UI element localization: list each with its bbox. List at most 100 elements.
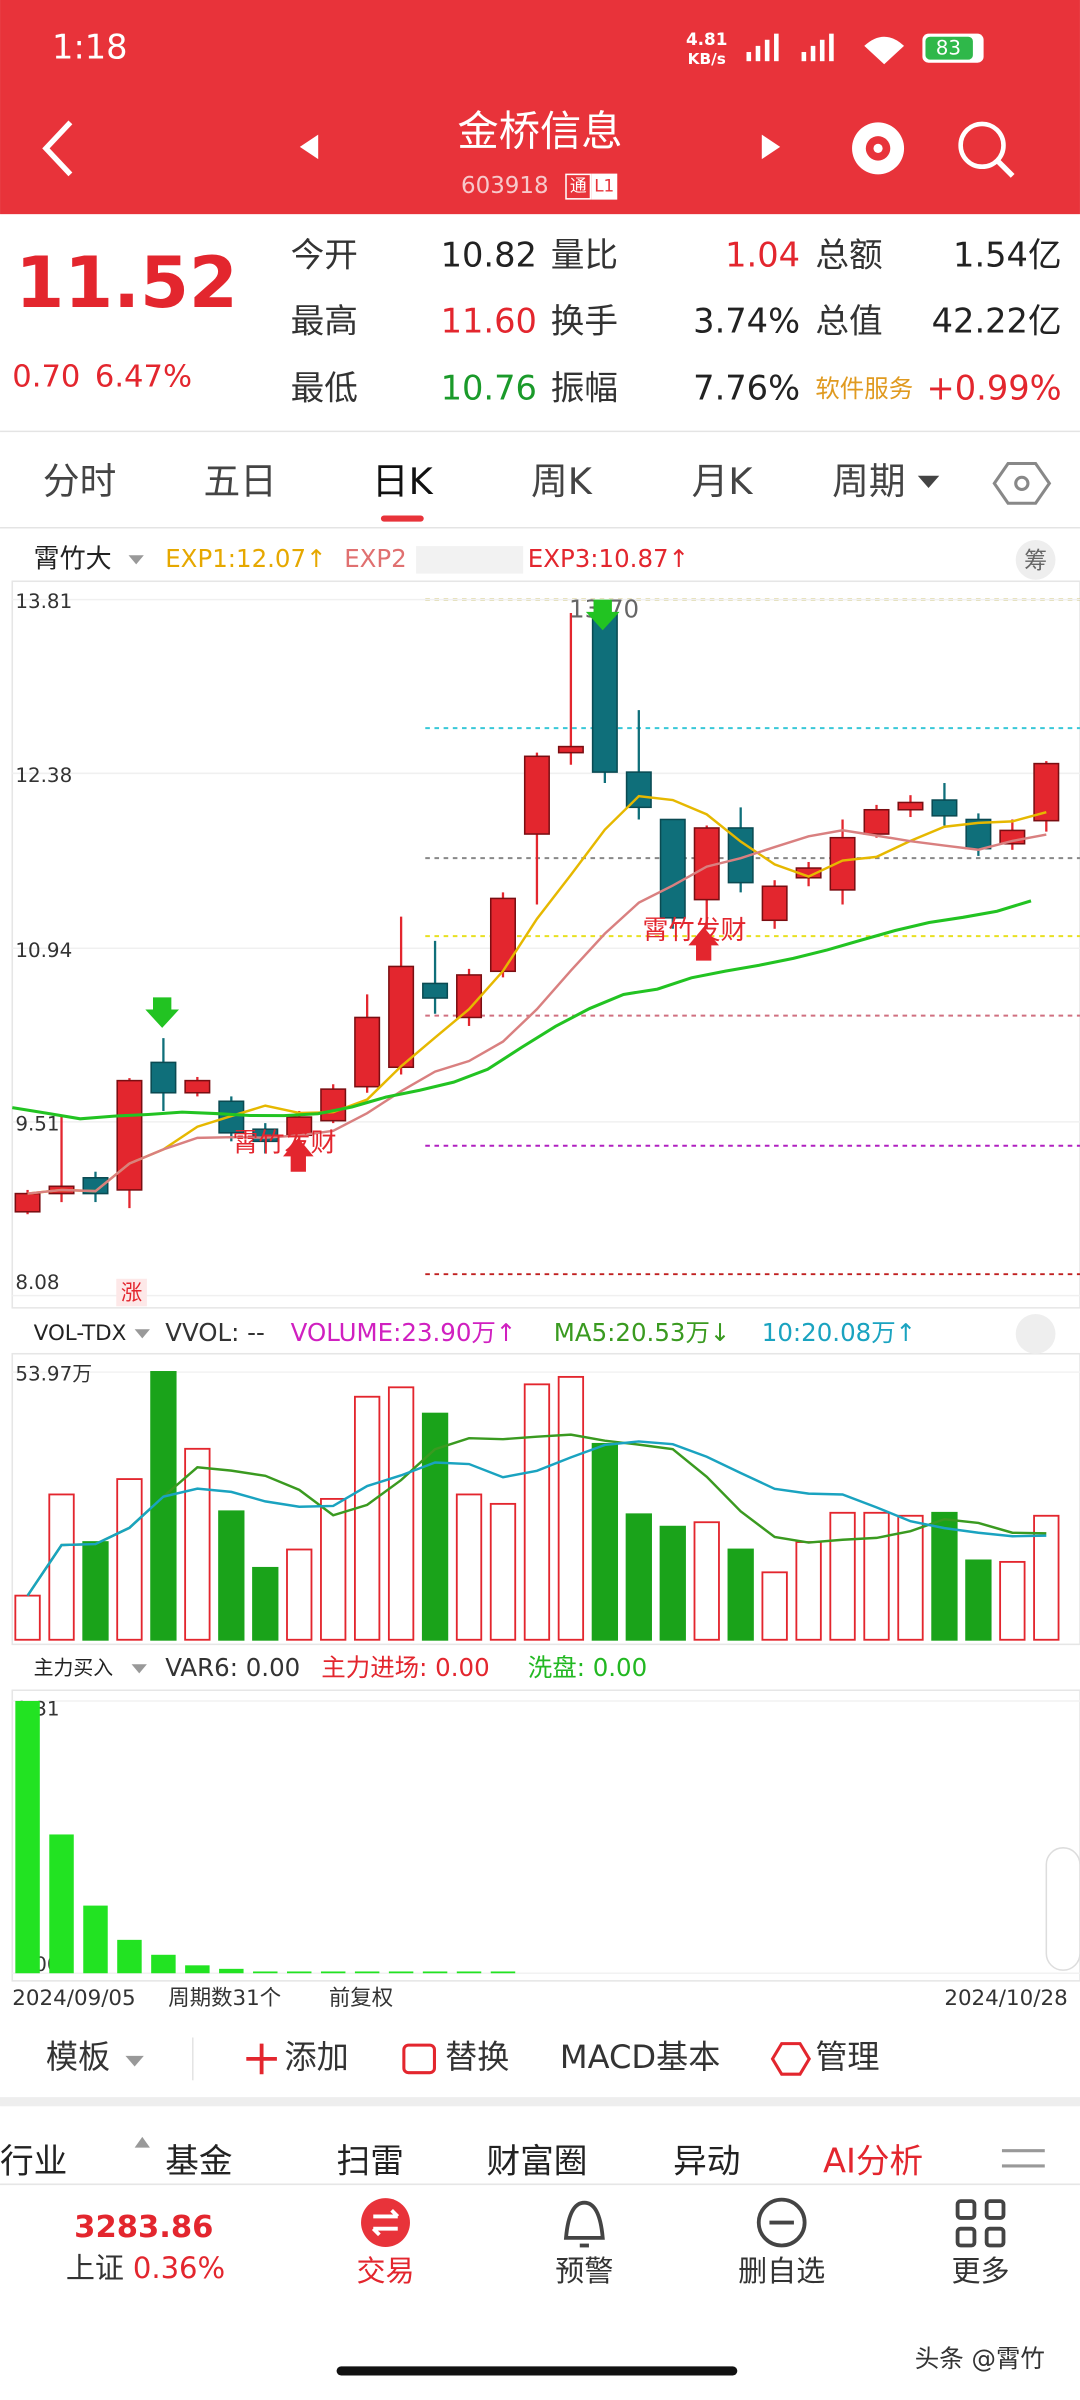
back-button[interactable]	[42, 120, 73, 177]
bottom-nav-item[interactable]: 预警	[555, 2254, 613, 2288]
battery-level: 83	[936, 36, 961, 59]
volume-bar	[14, 1594, 41, 1641]
period-tab[interactable]: 五日	[203, 460, 276, 503]
quote-value: +0.99%	[927, 369, 1062, 408]
quote-value: 10.82	[441, 235, 537, 274]
badge: 通	[570, 176, 587, 196]
toolbar-button[interactable]: 管理	[815, 2038, 879, 2076]
index-change: 0.36%	[133, 2251, 225, 2285]
remove-icon[interactable]	[756, 2197, 807, 2248]
nav-tab[interactable]: 行业	[0, 2141, 67, 2180]
indicator-legend: VVOL: --	[165, 1318, 265, 1347]
quote-label: 量比	[551, 235, 618, 274]
volume-bar	[931, 1511, 958, 1641]
indicator-legend: VOLUME:23.90万↑	[291, 1318, 517, 1347]
net-unit: KB/s	[688, 50, 726, 68]
quote-value: 42.22亿	[932, 301, 1062, 340]
candle-body	[320, 1088, 347, 1122]
volume-bar	[625, 1513, 652, 1641]
candle-body	[761, 885, 788, 922]
toolbar-button[interactable]: 模板	[46, 2038, 110, 2076]
search-icon[interactable]	[958, 121, 1015, 178]
up-arrow	[688, 926, 719, 961]
settings-hexagon[interactable]	[992, 461, 1052, 505]
toolbar-button[interactable]: 添加	[285, 2038, 349, 2076]
sub-bar	[388, 1971, 414, 1974]
dropdown-caret	[134, 1329, 150, 1339]
period-tab[interactable]: 日K	[372, 460, 434, 503]
volume-bar	[353, 1395, 381, 1641]
quote-value: 11.60	[441, 301, 537, 340]
sub-bar	[422, 1971, 448, 1974]
change: 0.70	[12, 359, 80, 394]
scroll-handle[interactable]	[1045, 1847, 1080, 1971]
chip-button[interactable]: 筹	[1024, 548, 1047, 574]
indicator-name: 霄竹大	[34, 544, 112, 574]
candle-body	[354, 1016, 381, 1088]
quote-label: 软件服务	[815, 374, 913, 403]
toolbar-button[interactable]: MACD基本	[560, 2038, 720, 2076]
period-tab[interactable]: 周K	[531, 460, 593, 503]
nav-tab[interactable]: 财富圈	[486, 2141, 587, 2180]
dropdown-caret	[917, 475, 940, 488]
sub-bar	[253, 1971, 278, 1974]
price-frame	[11, 580, 1080, 1309]
expand-button[interactable]	[1015, 1313, 1056, 1354]
net-speed: 4.81	[686, 29, 727, 49]
robot-icon[interactable]	[852, 122, 905, 175]
active-tab-underline	[380, 515, 424, 522]
down-arrow	[585, 599, 620, 631]
nav-tab[interactable]: AI分析	[823, 2141, 923, 2180]
blurred-region	[416, 546, 524, 574]
chip-button-bg[interactable]	[1015, 539, 1056, 580]
volume-bar	[557, 1375, 585, 1641]
candle-body	[557, 745, 584, 754]
period-tab[interactable]: 月K	[692, 460, 754, 503]
volume-bar	[455, 1493, 483, 1641]
next-stock[interactable]	[761, 134, 781, 160]
stock-code: 603918	[461, 173, 549, 199]
nav-tab[interactable]: 基金	[165, 2141, 232, 2180]
sub-bar	[286, 1971, 312, 1974]
wifi-icon	[864, 36, 905, 65]
quote-value: 3.74%	[693, 301, 800, 340]
quote-value: 10.76	[441, 369, 537, 408]
sub-bar	[320, 1971, 346, 1974]
end-date: 2024/10/28	[944, 1986, 1067, 2011]
status-time: 1:18	[52, 27, 128, 66]
start-date: 2024/09/05	[12, 1986, 135, 2011]
volume-bar	[897, 1514, 924, 1641]
indicator-legend: EXP2	[344, 544, 407, 573]
candle-body	[422, 982, 449, 999]
adjust-mode[interactable]: 前复权	[329, 1986, 393, 2011]
nav-tab[interactable]: 扫雷	[337, 2141, 404, 2180]
nav-settings-icon[interactable]	[1001, 2149, 1045, 2168]
prev-stock[interactable]	[299, 134, 319, 160]
candle-body	[591, 612, 618, 773]
volume-bar	[999, 1560, 1026, 1641]
volume-bar	[829, 1511, 856, 1641]
volume-bar	[286, 1548, 313, 1641]
sub-bar	[117, 1939, 142, 1974]
bottom-nav-item[interactable]: 删自选	[738, 2254, 825, 2288]
dropdown-caret	[125, 2055, 144, 2067]
alert-icon[interactable]	[563, 2200, 605, 2248]
battery-icon	[922, 33, 984, 63]
stock-name: 金桥信息	[457, 108, 622, 156]
trade-icon[interactable]	[361, 2198, 410, 2248]
toolbar-button[interactable]: 替换	[445, 2038, 509, 2076]
y-tick-label: 10.94	[15, 939, 72, 962]
quote-value: 1.04	[725, 235, 800, 274]
volume-bar	[489, 1502, 517, 1641]
more-icon[interactable]	[955, 2199, 1006, 2248]
bottom-nav-item[interactable]: 交易	[356, 2254, 414, 2288]
candle-body	[388, 965, 415, 1069]
period-tab[interactable]: 周期	[832, 460, 905, 503]
nav-tab[interactable]: 异动	[673, 2141, 740, 2180]
home-indicator	[336, 2366, 738, 2376]
indicator-name: VOL-TDX	[34, 1321, 127, 1346]
bottom-nav-item[interactable]: 更多	[951, 2254, 1009, 2288]
period-tab[interactable]: 分时	[43, 460, 116, 503]
badge: L1	[594, 176, 614, 196]
indicator-legend: EXP3:10.87↑	[528, 544, 689, 573]
